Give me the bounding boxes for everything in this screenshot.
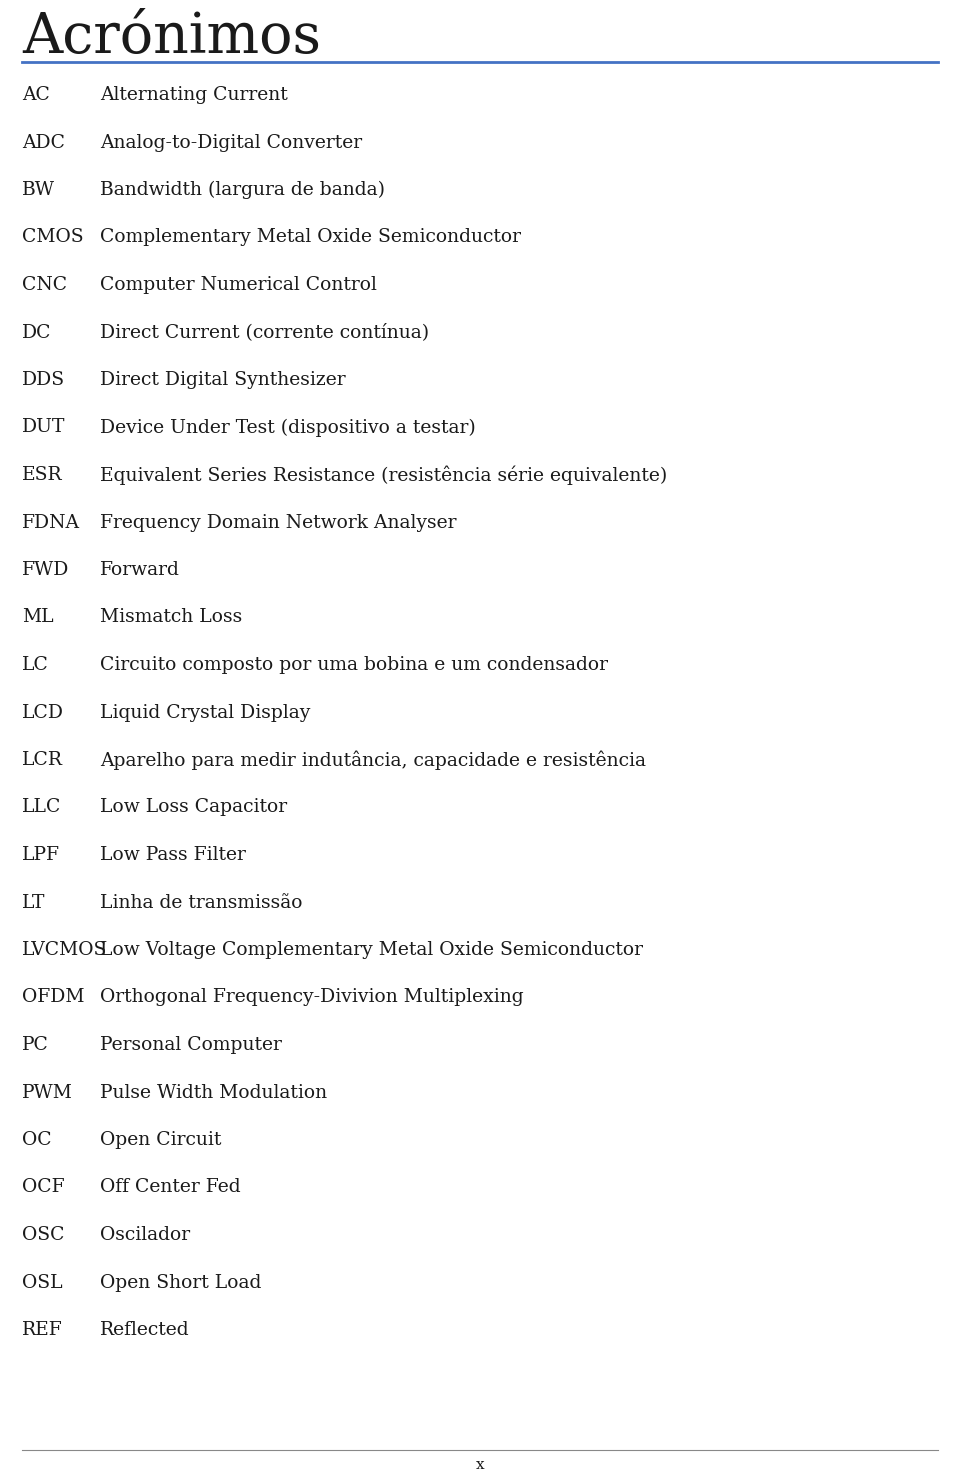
Text: Open Circuit: Open Circuit — [100, 1131, 222, 1149]
Text: ADC: ADC — [22, 133, 65, 151]
Text: OCF: OCF — [22, 1178, 64, 1196]
Text: Liquid Crystal Display: Liquid Crystal Display — [100, 704, 310, 722]
Text: Direct Digital Synthesizer: Direct Digital Synthesizer — [100, 370, 346, 388]
Text: Low Pass Filter: Low Pass Filter — [100, 846, 246, 864]
Text: BW: BW — [22, 181, 55, 199]
Text: Mismatch Loss: Mismatch Loss — [100, 609, 242, 627]
Text: Forward: Forward — [100, 562, 180, 579]
Text: ESR: ESR — [22, 465, 62, 485]
Text: LVCMOS: LVCMOS — [22, 941, 108, 959]
Text: Bandwidth (largura de banda): Bandwidth (largura de banda) — [100, 181, 385, 199]
Text: Oscilador: Oscilador — [100, 1226, 190, 1243]
Text: Direct Current (corrente contínua): Direct Current (corrente contínua) — [100, 323, 429, 341]
Text: LPF: LPF — [22, 846, 60, 864]
Text: Aparelho para medir indutância, capacidade e resistência: Aparelho para medir indutância, capacida… — [100, 750, 646, 769]
Text: REF: REF — [22, 1320, 62, 1340]
Text: CNC: CNC — [22, 276, 67, 293]
Text: OFDM: OFDM — [22, 988, 84, 1006]
Text: OSL: OSL — [22, 1273, 62, 1291]
Text: CMOS: CMOS — [22, 228, 84, 246]
Text: Complementary Metal Oxide Semiconductor: Complementary Metal Oxide Semiconductor — [100, 228, 521, 246]
Text: Personal Computer: Personal Computer — [100, 1036, 282, 1054]
Text: LC: LC — [22, 657, 49, 674]
Text: Computer Numerical Control: Computer Numerical Control — [100, 276, 377, 293]
Text: PC: PC — [22, 1036, 49, 1054]
Text: Analog-to-Digital Converter: Analog-to-Digital Converter — [100, 133, 362, 151]
Text: PWM: PWM — [22, 1083, 73, 1101]
Text: Acrónimos: Acrónimos — [22, 10, 321, 65]
Text: DDS: DDS — [22, 370, 65, 388]
Text: AC: AC — [22, 86, 50, 104]
Text: OSC: OSC — [22, 1226, 64, 1243]
Text: Circuito composto por uma bobina e um condensador: Circuito composto por uma bobina e um co… — [100, 657, 608, 674]
Text: OC: OC — [22, 1131, 52, 1149]
Text: Linha de transmissão: Linha de transmissão — [100, 894, 302, 911]
Text: Reflected: Reflected — [100, 1320, 190, 1340]
Text: DUT: DUT — [22, 418, 65, 437]
Text: Low Loss Capacitor: Low Loss Capacitor — [100, 799, 287, 817]
Text: LLC: LLC — [22, 799, 61, 817]
Text: FWD: FWD — [22, 562, 69, 579]
Text: Low Voltage Complementary Metal Oxide Semiconductor: Low Voltage Complementary Metal Oxide Se… — [100, 941, 643, 959]
Text: Off Center Fed: Off Center Fed — [100, 1178, 241, 1196]
Text: FDNA: FDNA — [22, 513, 80, 532]
Text: Open Short Load: Open Short Load — [100, 1273, 261, 1291]
Text: x: x — [476, 1458, 484, 1472]
Text: Frequency Domain Network Analyser: Frequency Domain Network Analyser — [100, 513, 457, 532]
Text: Pulse Width Modulation: Pulse Width Modulation — [100, 1083, 327, 1101]
Text: Orthogonal Frequency-Divivion Multiplexing: Orthogonal Frequency-Divivion Multiplexi… — [100, 988, 523, 1006]
Text: DC: DC — [22, 323, 52, 341]
Text: Device Under Test (dispositivo a testar): Device Under Test (dispositivo a testar) — [100, 418, 476, 437]
Text: Alternating Current: Alternating Current — [100, 86, 288, 104]
Text: LT: LT — [22, 894, 45, 911]
Text: Equivalent Series Resistance (resistência série equivalente): Equivalent Series Resistance (resistênci… — [100, 465, 667, 485]
Text: ML: ML — [22, 609, 54, 627]
Text: LCD: LCD — [22, 704, 64, 722]
Text: LCR: LCR — [22, 751, 63, 769]
